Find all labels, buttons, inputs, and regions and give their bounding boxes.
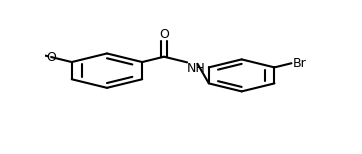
Text: NH: NH [187,62,206,75]
Text: O: O [46,51,56,63]
Text: Br: Br [292,57,306,70]
Text: O: O [159,28,169,41]
